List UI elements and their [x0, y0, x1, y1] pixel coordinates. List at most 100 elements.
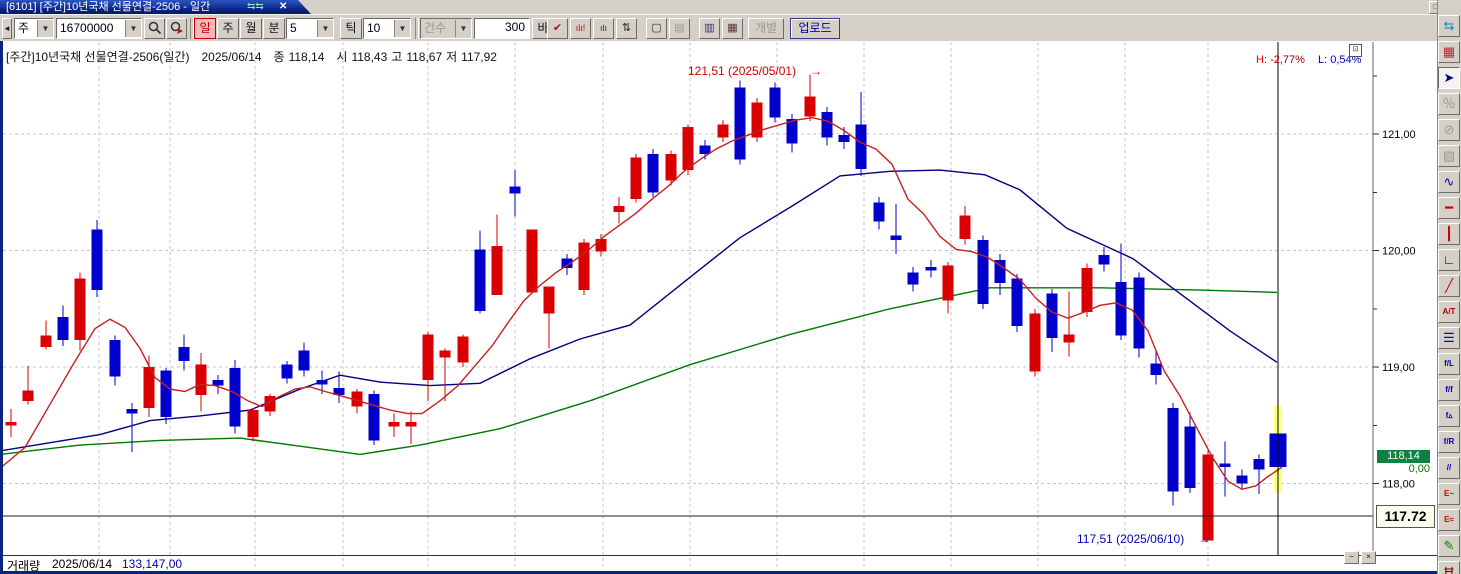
circle-tool-icon: ⊘ — [1438, 119, 1460, 141]
fibo-retrace-icon[interactable]: f/R — [1438, 431, 1460, 453]
timeframe-week-button[interactable]: 주 — [217, 18, 239, 39]
pencil-icon[interactable]: ✎ — [1438, 535, 1460, 557]
chevron-down-icon: ▼ — [394, 20, 410, 37]
pane-close-button[interactable]: × — [1361, 551, 1376, 564]
pane-maximize-button[interactable]: ⊡ — [1349, 44, 1362, 57]
current-price-badge: 118,14 — [1377, 450, 1430, 463]
timeframe-month-button[interactable]: 월 — [240, 18, 262, 39]
annotation-low-arrow-icon: → — [1198, 532, 1211, 546]
chevron-down-icon: ▼ — [317, 20, 333, 37]
sync-icon[interactable]: ⇆⇆ — [247, 1, 264, 12]
annotation-low-text: 117,51 (2025/06/10) — [1077, 532, 1185, 546]
open-value: 118,43 — [351, 50, 388, 64]
price-change-value: 0,00 — [1377, 463, 1430, 476]
elliott-wave-icon[interactable]: E~ — [1438, 483, 1460, 505]
symbol-code-combo[interactable]: 16700000 ▼ — [56, 18, 142, 39]
search-icon — [148, 21, 161, 35]
trend-chart-icon[interactable]: ∿ — [1438, 171, 1460, 193]
chevron-down-icon: ▼ — [37, 20, 53, 37]
horizontal-line-icon[interactable]: ━ — [1438, 197, 1460, 219]
multi-line-icon[interactable]: ☰ — [1438, 327, 1460, 349]
search-button[interactable] — [144, 18, 165, 39]
symbol-code-value: 16700000 — [60, 21, 114, 35]
count-combo: 건수 ▼ — [420, 18, 472, 39]
chart-info-line: [주간]10년국채 선물연결-2506(일간) 2025/06/14 종 118,14… — [6, 48, 501, 65]
annotation-low: 117,51 (2025/06/10) → — [1077, 532, 1210, 546]
open-label: 시 — [336, 50, 348, 64]
count-combo-label: 건수 — [424, 21, 447, 35]
l-value: 0,54% — [1330, 54, 1362, 66]
draw-check-icon[interactable]: ✔ — [547, 18, 568, 39]
pane-divider[interactable] — [3, 555, 1437, 556]
instrument-name: [주간]10년국채 선물연결-2506(일간) — [6, 50, 190, 64]
close-value: 118,14 — [288, 50, 325, 64]
annotation-high: 121,51 (2025/05/01) → — [688, 64, 822, 78]
volume-label: 거래량 — [7, 559, 41, 573]
sort-updown-icon[interactable]: ⇅ — [616, 18, 637, 39]
window-close-icon[interactable]: ✕ — [279, 1, 288, 12]
h-label: H: — [1256, 54, 1267, 66]
close-label: 종 — [273, 50, 285, 64]
auto-trend-icon[interactable]: A/T — [1438, 301, 1460, 323]
window-bottom-border — [0, 571, 1461, 574]
parallel-lines-icon[interactable]: // — [1438, 457, 1460, 479]
l-label: L: — [1317, 54, 1328, 66]
tick-interval-combo[interactable]: 10 ▼ — [363, 18, 411, 39]
volume-alert-icon[interactable]: ılı! — [570, 18, 591, 39]
search-favorite-button[interactable] — [166, 18, 187, 39]
refresh-icon[interactable]: ⇆ — [1438, 15, 1460, 37]
volume-date: 2025/06/14 — [52, 557, 113, 571]
print-icon: ▤ — [669, 18, 690, 39]
pane-minimize-button[interactable]: − — [1344, 551, 1359, 564]
toolbar-icon-row: ✔ ılı! ılı ⇅ ▢ ▤ ▥ ▦ — [547, 18, 745, 39]
low-label: 저 — [446, 50, 458, 64]
fibo-level-icon[interactable]: f/L — [1438, 353, 1460, 375]
chart-canvas[interactable] — [3, 41, 1437, 571]
grid-icon[interactable]: ▦ — [722, 18, 743, 39]
vertical-line-icon[interactable]: ┃ — [1438, 223, 1460, 245]
annotation-high-text: 121,51 (2025/05/01) — [688, 64, 797, 78]
fibo-fan-icon[interactable]: f/f — [1438, 379, 1460, 401]
bar-count-input[interactable]: 300 — [474, 18, 530, 39]
search-arrow-icon — [170, 21, 183, 34]
timeframe-minute-button[interactable]: 분 — [263, 18, 285, 39]
timeframe-day-button[interactable]: 일 — [194, 18, 216, 39]
minute-interval-combo[interactable]: 5 ▼ — [286, 18, 334, 39]
window-left-border — [0, 41, 3, 574]
hline-price-badge[interactable]: 117.72 — [1376, 505, 1435, 528]
annotation-high-arrow-icon: → — [810, 64, 823, 78]
window-title: [6101] [주간]10년국채 선물연결-2506 - 일간 — [6, 1, 211, 13]
chevron-down-icon: ▼ — [455, 20, 471, 37]
report-icon[interactable]: ▥ — [699, 18, 720, 39]
high-low-icon[interactable]: Ħ — [1438, 561, 1460, 574]
nav-back-button[interactable]: ◂ — [2, 18, 12, 39]
timeframe-tick-button[interactable]: 틱 — [340, 18, 362, 39]
period-combo-value: 주 — [18, 21, 30, 35]
minute-interval-value: 5 — [290, 21, 297, 35]
volume-value: 133,147,00 — [122, 557, 183, 571]
high-low-percent: H: -2,77% L: 0,54% — [1256, 54, 1361, 66]
toolbar: ◂ 주 ▼ 16700000 ▼ 일 주 월 분 5 ▼ 틱 10 ▼ 건 — [0, 14, 1461, 43]
pattern-tool-icon: ▨ — [1438, 145, 1460, 167]
ratio-tool-icon: ％ — [1438, 93, 1460, 115]
grid-config-icon[interactable]: ▦ — [1438, 41, 1460, 63]
individual-button: 개별 — [748, 18, 784, 39]
volume-pane-header: 거래량 2025/06/14 133,147,00 — [0, 557, 1437, 573]
high-value: 118,67 — [406, 50, 443, 64]
new-page-icon[interactable]: ▢ — [646, 18, 667, 39]
low-value: 117,92 — [461, 50, 497, 64]
h-value: -2,77% — [1270, 54, 1305, 66]
volume-bars-icon[interactable]: ılı — [593, 18, 614, 39]
elliott-wave2-icon[interactable]: E≈ — [1438, 509, 1460, 531]
window-title-bar[interactable]: [6101] [주간]10년국채 선물연결-2506 - 일간 ⇆⇆ ✕ — [0, 0, 311, 14]
info-date: 2025/06/14 — [201, 50, 262, 64]
high-label: 고 — [391, 50, 403, 64]
diagonal-line-icon[interactable]: ╱ — [1438, 275, 1460, 297]
tick-interval-value: 10 — [367, 21, 381, 35]
upload-button[interactable]: 업로드 — [790, 18, 840, 39]
period-combo[interactable]: 주 ▼ — [14, 18, 54, 39]
cursor-icon[interactable]: ➤ — [1438, 67, 1460, 89]
angle-line-icon[interactable]: ∟ — [1438, 249, 1460, 271]
fibo-triangle-icon[interactable]: f▵ — [1438, 405, 1460, 427]
